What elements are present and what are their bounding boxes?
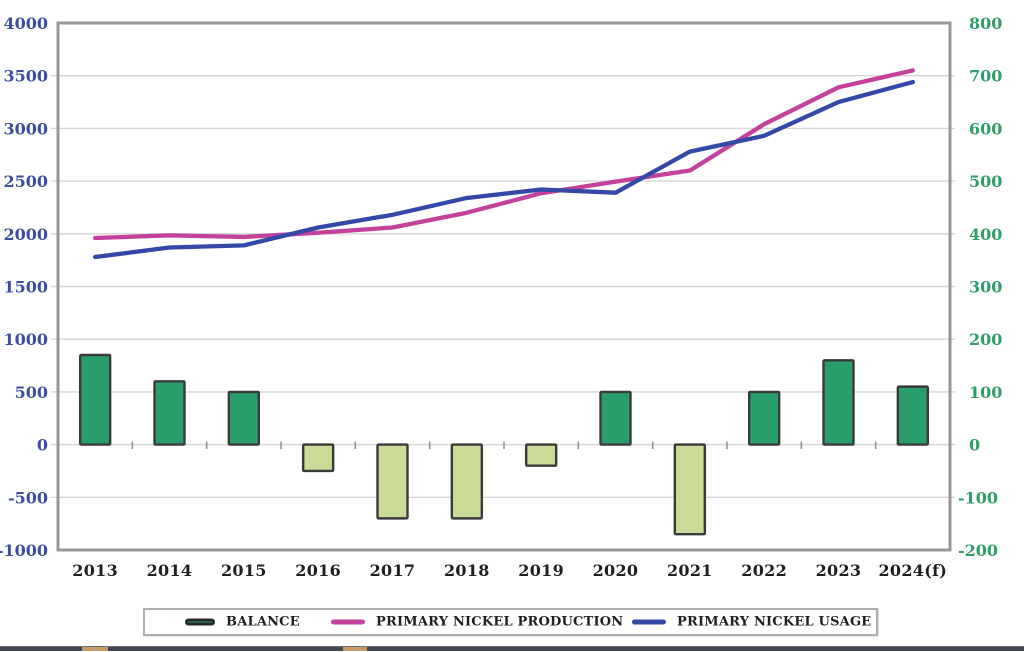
x-axis-label-2022: 2022 [741, 561, 787, 580]
right-axis-tick-label: -200 [958, 541, 998, 560]
left-axis-tick-label: 4000 [3, 14, 48, 33]
balance-bar-2023 [822, 359, 855, 446]
left-axis-tick-label: 1500 [3, 278, 48, 297]
left-axis-tick-label: 0 [37, 436, 48, 455]
left-axis-tick-label: -1000 [0, 541, 48, 560]
legend-item-usage: PRIMARY NICKEL USAGE [632, 615, 871, 630]
right-axis-tick-label: 0 [969, 436, 980, 455]
x-axis-label-2018: 2018 [444, 561, 490, 580]
x-axis-label-2017: 2017 [370, 561, 416, 580]
legend-item-production: PRIMARY NICKEL PRODUCTION [331, 615, 623, 630]
legend-label-balance: BALANCE [226, 614, 300, 630]
bottom-edge-accent [82, 647, 108, 651]
left-axis-tick-label: 1000 [3, 330, 48, 349]
right-axis-tick-label: 300 [969, 278, 1002, 297]
left-axis-tick-label: 2000 [3, 225, 48, 244]
x-axis-label-2021: 2021 [667, 561, 713, 580]
balance-bar-2013 [78, 353, 112, 446]
balance-bar-2014 [153, 380, 186, 446]
right-axis-tick-label: 700 [969, 67, 1002, 86]
right-axis-tick-label: 500 [969, 172, 1002, 191]
legend-label-usage: PRIMARY NICKEL USAGE [677, 614, 872, 630]
left-axis-tick-label: 3000 [3, 119, 48, 138]
right-axis-tick-label: 400 [969, 225, 1002, 244]
left-axis-tick-label: 500 [15, 383, 48, 402]
balance-bar-2024(f) [896, 385, 930, 446]
x-axis-label-2024(f): 2024(f) [879, 561, 948, 580]
chart-legend: BALANCE PRIMARY NICKEL PRODUCTION PRIMAR… [143, 608, 878, 636]
balance-bar-2021 [673, 443, 707, 536]
window-bottom-edge [0, 646, 1024, 651]
right-axis-tick-label: 600 [969, 119, 1002, 138]
x-axis-label-2020: 2020 [593, 561, 639, 580]
production-line [93, 68, 915, 241]
balance-bar-2015 [227, 390, 261, 446]
plot-frame [56, 21, 952, 552]
legend-item-balance: BALANCE [185, 615, 300, 630]
x-axis-label-2015: 2015 [221, 561, 267, 580]
right-axis-tick-label: 200 [969, 330, 1002, 349]
balance-bar-2019 [524, 443, 558, 467]
usage-line [93, 79, 915, 260]
nickel-balance-production-usage-chart: 40003500300025002000150010005000-500-100… [0, 14, 1002, 580]
bottom-edge-accent [343, 647, 367, 651]
usage-line-swatch [632, 619, 666, 625]
production-line-swatch [331, 619, 365, 625]
x-axis-label-2016: 2016 [295, 561, 341, 580]
left-axis-tick-label: 2500 [3, 172, 48, 191]
legend-label-production: PRIMARY NICKEL PRODUCTION [376, 614, 624, 630]
right-axis-tick-label: 800 [969, 14, 1002, 33]
left-axis-tick-label: 3500 [3, 67, 48, 86]
x-axis-label-2023: 2023 [816, 561, 862, 580]
left-axis-tick-label: -500 [8, 488, 48, 507]
right-axis-tick-label: -100 [958, 488, 998, 507]
balance-bar-2020 [599, 390, 632, 446]
x-axis-label-2013: 2013 [72, 561, 118, 580]
x-axis-label-2019: 2019 [518, 561, 564, 580]
balance-bar-2016 [301, 443, 335, 473]
balance-bar-2022 [747, 390, 781, 446]
right-axis-tick-label: 100 [969, 383, 1002, 402]
balance-bar-2017 [376, 443, 409, 520]
x-axis-label-2014: 2014 [147, 561, 193, 580]
balance-bar-swatch [185, 618, 215, 626]
balance-bar-2018 [450, 443, 484, 520]
